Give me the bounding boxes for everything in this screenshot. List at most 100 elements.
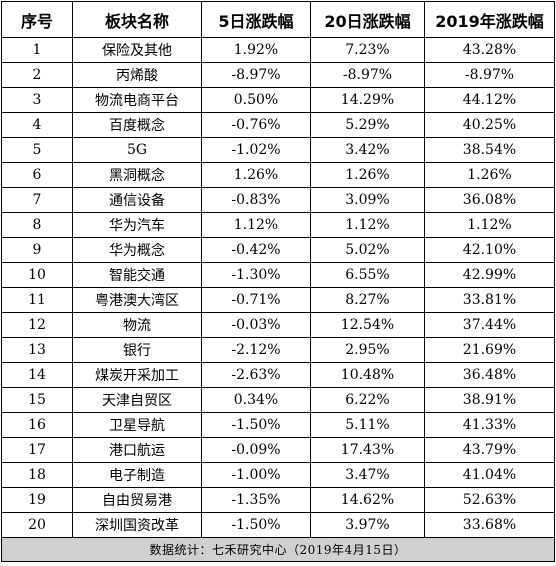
table-row: 9 华为概念 -0.42% 5.02% 42.10%: [1, 237, 555, 263]
change-2019-cell: 52.63%: [424, 487, 555, 513]
sector-name-cell: 通信设备: [72, 187, 202, 213]
change-20day-cell: 5.11%: [310, 412, 425, 438]
sector-name-cell: 华为汽车: [72, 212, 202, 238]
change-20day-cell: 8.27%: [310, 287, 425, 313]
sector-name-cell: 煤炭开采加工: [72, 362, 202, 388]
change-20day-cell: 6.22%: [310, 387, 425, 413]
change-2019-cell: 37.44%: [424, 312, 555, 338]
change-2019-cell: 38.91%: [424, 387, 555, 413]
change-5day-cell: -1.35%: [201, 487, 311, 513]
change-20day-cell: 5.02%: [310, 237, 425, 263]
table-row: 18 电子制造 -1.00% 3.47% 41.04%: [1, 462, 555, 488]
table-row: 1 保险及其他 1.92% 7.23% 43.28%: [1, 37, 555, 63]
change-5day-cell: -0.71%: [201, 287, 311, 313]
change-20day-cell: 3.09%: [310, 187, 425, 213]
sector-name-cell: 物流: [72, 312, 202, 338]
header-2019-change: 2019年涨跌幅: [424, 1, 555, 38]
change-5day-cell: -0.03%: [201, 312, 311, 338]
sector-name-cell: 卫星导航: [72, 412, 202, 438]
change-2019-cell: 41.04%: [424, 462, 555, 488]
header-5day-change: 5日涨跌幅: [201, 1, 311, 38]
index-cell: 18: [1, 462, 73, 488]
table-row: 5 5G -1.02% 3.42% 38.54%: [1, 137, 555, 163]
change-5day-cell: -1.30%: [201, 262, 311, 288]
sector-name-cell: 黑洞概念: [72, 162, 202, 188]
index-cell: 16: [1, 412, 73, 438]
index-cell: 4: [1, 112, 73, 138]
index-cell: 5: [1, 137, 73, 163]
change-20day-cell: 3.42%: [310, 137, 425, 163]
table-row: 11 粤港澳大湾区 -0.71% 8.27% 33.81%: [1, 287, 555, 313]
table-row: 3 物流电商平台 0.50% 14.29% 44.12%: [1, 87, 555, 113]
change-20day-cell: 1.26%: [310, 162, 425, 188]
change-20day-cell: 6.55%: [310, 262, 425, 288]
change-5day-cell: 0.50%: [201, 87, 311, 113]
change-5day-cell: -1.02%: [201, 137, 311, 163]
change-2019-cell: 44.12%: [424, 87, 555, 113]
change-20day-cell: 3.47%: [310, 462, 425, 488]
change-5day-cell: -2.63%: [201, 362, 311, 388]
index-cell: 9: [1, 237, 73, 263]
table-row: 12 物流 -0.03% 12.54% 37.44%: [1, 312, 555, 338]
sector-name-cell: 物流电商平台: [72, 87, 202, 113]
index-cell: 2: [1, 62, 73, 88]
table-row: 8 华为汽车 1.12% 1.12% 1.12%: [1, 212, 555, 238]
change-5day-cell: -2.12%: [201, 337, 311, 363]
sector-name-cell: 丙烯酸: [72, 62, 202, 88]
sector-name-cell: 深圳国资改革: [72, 512, 202, 538]
change-2019-cell: 38.54%: [424, 137, 555, 163]
change-5day-cell: -1.50%: [201, 412, 311, 438]
index-cell: 3: [1, 87, 73, 113]
sector-name-cell: 智能交通: [72, 262, 202, 288]
sector-name-cell: 电子制造: [72, 462, 202, 488]
change-2019-cell: 36.48%: [424, 362, 555, 388]
sector-name-cell: 华为概念: [72, 237, 202, 263]
table-row: 10 智能交通 -1.30% 6.55% 42.99%: [1, 262, 555, 288]
sector-name-cell: 自由贸易港: [72, 487, 202, 513]
table-row: 2 丙烯酸 -8.97% -8.97% -8.97%: [1, 62, 555, 88]
change-20day-cell: 2.95%: [310, 337, 425, 363]
change-20day-cell: 12.54%: [310, 312, 425, 338]
index-cell: 11: [1, 287, 73, 313]
header-20day-change: 20日涨跌幅: [310, 1, 425, 38]
change-2019-cell: -8.97%: [424, 62, 555, 88]
change-5day-cell: 1.12%: [201, 212, 311, 238]
data-source-note: 数据统计：七禾研究中心（2019年4月15日）: [1, 537, 555, 562]
index-cell: 6: [1, 162, 73, 188]
table-row: 6 黑洞概念 1.26% 1.26% 1.26%: [1, 162, 555, 188]
table-row: 14 煤炭开采加工 -2.63% 10.48% 36.48%: [1, 362, 555, 388]
change-20day-cell: 1.12%: [310, 212, 425, 238]
header-index: 序号: [1, 1, 73, 38]
change-5day-cell: -1.00%: [201, 462, 311, 488]
change-5day-cell: 0.34%: [201, 387, 311, 413]
table-row: 4 百度概念 -0.76% 5.29% 40.25%: [1, 112, 555, 138]
index-cell: 20: [1, 512, 73, 538]
change-20day-cell: 14.62%: [310, 487, 425, 513]
change-20day-cell: 10.48%: [310, 362, 425, 388]
header-row: 序号 板块名称 5日涨跌幅 20日涨跌幅 2019年涨跌幅: [1, 1, 555, 38]
index-cell: 7: [1, 187, 73, 213]
change-20day-cell: 3.97%: [310, 512, 425, 538]
table-row: 7 通信设备 -0.83% 3.09% 36.08%: [1, 187, 555, 213]
change-5day-cell: 1.92%: [201, 37, 311, 63]
sector-name-cell: 保险及其他: [72, 37, 202, 63]
change-5day-cell: -1.50%: [201, 512, 311, 538]
change-20day-cell: 5.29%: [310, 112, 425, 138]
change-2019-cell: 43.28%: [424, 37, 555, 63]
change-2019-cell: 33.68%: [424, 512, 555, 538]
index-cell: 8: [1, 212, 73, 238]
change-2019-cell: 40.25%: [424, 112, 555, 138]
index-cell: 10: [1, 262, 73, 288]
change-2019-cell: 1.26%: [424, 162, 555, 188]
change-20day-cell: -8.97%: [310, 62, 425, 88]
change-2019-cell: 33.81%: [424, 287, 555, 313]
change-2019-cell: 41.33%: [424, 412, 555, 438]
table-row: 19 自由贸易港 -1.35% 14.62% 52.63%: [1, 487, 555, 513]
change-20day-cell: 7.23%: [310, 37, 425, 63]
change-5day-cell: 1.26%: [201, 162, 311, 188]
table-row: 15 天津自贸区 0.34% 6.22% 38.91%: [1, 387, 555, 413]
sector-name-cell: 港口航运: [72, 437, 202, 463]
index-cell: 17: [1, 437, 73, 463]
table-row: 17 港口航运 -0.09% 17.43% 43.79%: [1, 437, 555, 463]
